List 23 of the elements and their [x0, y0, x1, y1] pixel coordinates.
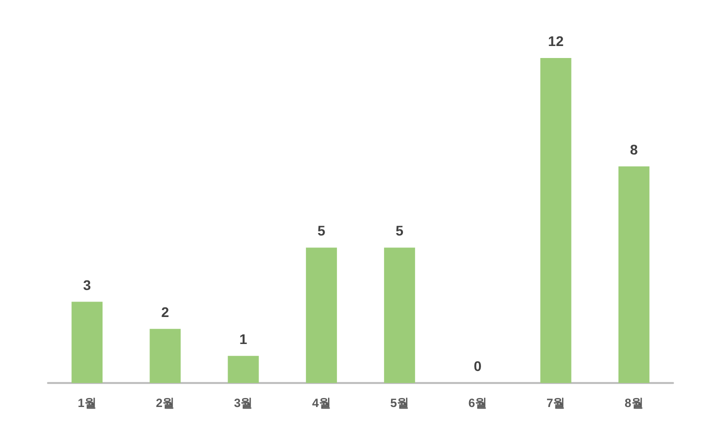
x-tick-label: 6월 — [468, 396, 488, 410]
x-tick-label: 4월 — [312, 396, 331, 410]
x-tick-label: 7월 — [546, 396, 566, 410]
bar — [618, 166, 650, 383]
bar — [150, 328, 181, 383]
data-label: 5 — [396, 222, 404, 239]
x-tick-label: 3월 — [234, 396, 253, 410]
bar — [72, 302, 103, 383]
x-tick-label: 1월 — [78, 396, 96, 410]
data-label: 12 — [548, 33, 564, 49]
bar — [540, 58, 572, 383]
x-tick-label: 2월 — [156, 396, 175, 410]
x-tick-label: 8월 — [624, 396, 644, 410]
data-label: 3 — [83, 276, 92, 293]
x-tick-label: 5월 — [390, 396, 409, 410]
data-label: 8 — [630, 141, 638, 158]
data-label: 1 — [239, 330, 248, 347]
bar — [306, 248, 337, 383]
data-label: 2 — [161, 304, 170, 320]
bar — [228, 356, 259, 383]
data-label: 0 — [474, 358, 482, 374]
bar — [384, 248, 416, 383]
data-label: 5 — [318, 222, 326, 239]
